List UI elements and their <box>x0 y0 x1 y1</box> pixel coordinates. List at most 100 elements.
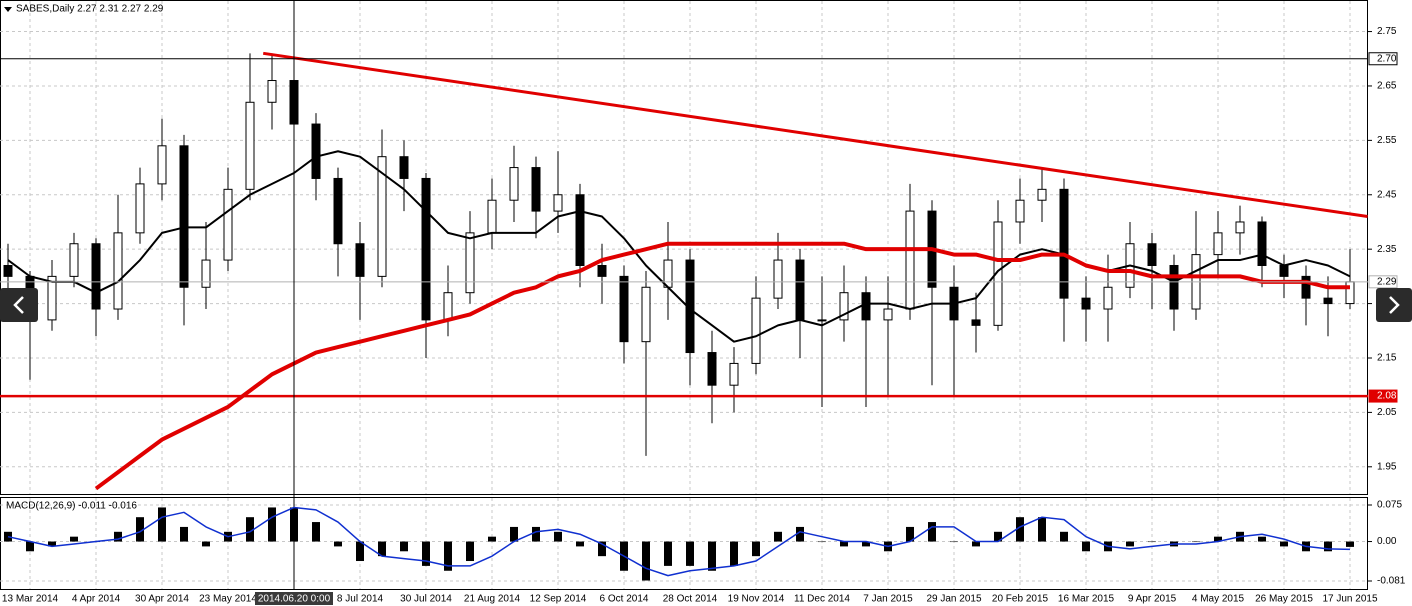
candle-body <box>399 156 409 179</box>
scroll-right-icon <box>1389 296 1400 314</box>
candle-body <box>1037 188 1047 201</box>
candle-body <box>245 101 255 190</box>
scroll-left-button[interactable] <box>0 288 38 322</box>
moving-average-line <box>94 241 1350 491</box>
candle-body <box>597 264 607 277</box>
moving-average-line <box>7 150 1351 343</box>
y-tick-label: 0.075 <box>1377 500 1402 511</box>
candle-body <box>443 292 453 321</box>
macd-bar <box>686 541 694 566</box>
macd-bar <box>202 541 210 547</box>
x-tick-label: 20 Feb 2015 <box>992 594 1049 605</box>
macd-bar <box>928 522 936 542</box>
crosshair-date-box <box>255 592 333 605</box>
scroll-left-icon <box>13 296 24 314</box>
macd-bar <box>246 517 254 542</box>
candle-body <box>905 210 915 310</box>
candle-body <box>69 243 79 277</box>
candle-body <box>729 362 739 386</box>
candle-body <box>641 286 651 343</box>
candle-body <box>773 259 783 299</box>
chart-title: SABES,Daily 2.27 2.31 2.27 2.29 <box>16 4 164 15</box>
macd-bar <box>752 541 760 557</box>
candle-body <box>47 275 57 321</box>
candle-body <box>839 292 849 321</box>
candle-body <box>531 167 541 212</box>
macd-bar <box>114 531 122 542</box>
y-tick-label: 2.15 <box>1377 353 1397 364</box>
candle-body <box>861 292 871 321</box>
macd-bar <box>180 526 188 542</box>
macd-bar <box>1060 531 1068 542</box>
candle-body <box>751 297 761 364</box>
macd-bar <box>444 541 452 571</box>
candle-body <box>1081 297 1091 310</box>
y-tick-label: 0.00 <box>1377 536 1397 547</box>
macd-bar <box>906 526 914 542</box>
candle-body <box>223 188 233 261</box>
price-label-box <box>1368 275 1398 289</box>
x-tick-label: 6 Oct 2014 <box>600 594 649 605</box>
candle-body <box>135 183 145 234</box>
macd-bar <box>48 541 56 547</box>
price-label: 2.29 <box>1377 276 1397 287</box>
candle-body <box>1169 264 1179 310</box>
y-tick-label: -0.081 <box>1377 576 1406 587</box>
macd-bar <box>862 541 870 547</box>
macd-bar <box>312 522 320 542</box>
candle-body <box>3 264 13 277</box>
macd-bar <box>334 541 342 547</box>
candle-body <box>509 167 519 201</box>
macd-bar <box>774 531 782 542</box>
macd-bar <box>26 541 34 552</box>
y-tick-label: 2.65 <box>1377 81 1397 92</box>
y-tick-label: 2.45 <box>1377 189 1397 200</box>
candle-body <box>707 352 717 386</box>
candle-body <box>1147 243 1157 266</box>
candle-body <box>1301 275 1311 299</box>
candle-body <box>355 243 365 277</box>
y-tick-label: 2.75 <box>1377 26 1397 37</box>
trend-line <box>262 51 1368 219</box>
scroll-right-button-bg[interactable] <box>1376 288 1412 322</box>
x-tick-label: 19 Nov 2014 <box>728 594 785 605</box>
candle-body <box>553 194 563 212</box>
macd-bar <box>1148 541 1156 543</box>
scroll-right-button[interactable] <box>1376 288 1412 322</box>
macd-bar <box>1016 517 1024 542</box>
macd-bar <box>1280 541 1288 547</box>
macd-bar <box>400 541 408 552</box>
main-panel-frame <box>0 0 1368 495</box>
x-tick-label: 4 May 2015 <box>1192 594 1245 605</box>
candle-body <box>1279 264 1289 277</box>
macd-bar <box>378 541 386 557</box>
candle-body <box>113 232 123 310</box>
price-label: 2.08 <box>1377 391 1397 402</box>
candle-body <box>817 319 827 322</box>
candle-body <box>201 259 211 288</box>
price-label-box <box>1368 389 1398 403</box>
macd-bar <box>1324 541 1332 552</box>
x-tick-label: 13 Mar 2014 <box>2 594 59 605</box>
x-tick-label: 30 Jul 2014 <box>400 594 452 605</box>
candle-body <box>575 194 585 266</box>
macd-bar <box>136 517 144 542</box>
y-tick-label: 1.95 <box>1377 461 1397 472</box>
macd-bar <box>466 541 474 562</box>
scroll-left-button-bg[interactable] <box>0 288 38 322</box>
macd-bar <box>796 526 804 542</box>
macd-panel-frame <box>0 497 1368 590</box>
y-tick-label: 2.05 <box>1377 407 1397 418</box>
x-tick-label: 28 Oct 2014 <box>663 594 718 605</box>
candle-body <box>1257 221 1267 266</box>
macd-bar <box>422 541 430 566</box>
candle-body <box>795 259 805 321</box>
x-tick-label: 9 Apr 2015 <box>1128 594 1177 605</box>
candle-body <box>1059 188 1069 299</box>
macd-bar <box>1192 541 1200 543</box>
macd-bar <box>1346 541 1354 547</box>
crosshair-price-box <box>1368 52 1398 66</box>
x-tick-label: 26 May 2015 <box>1255 594 1313 605</box>
